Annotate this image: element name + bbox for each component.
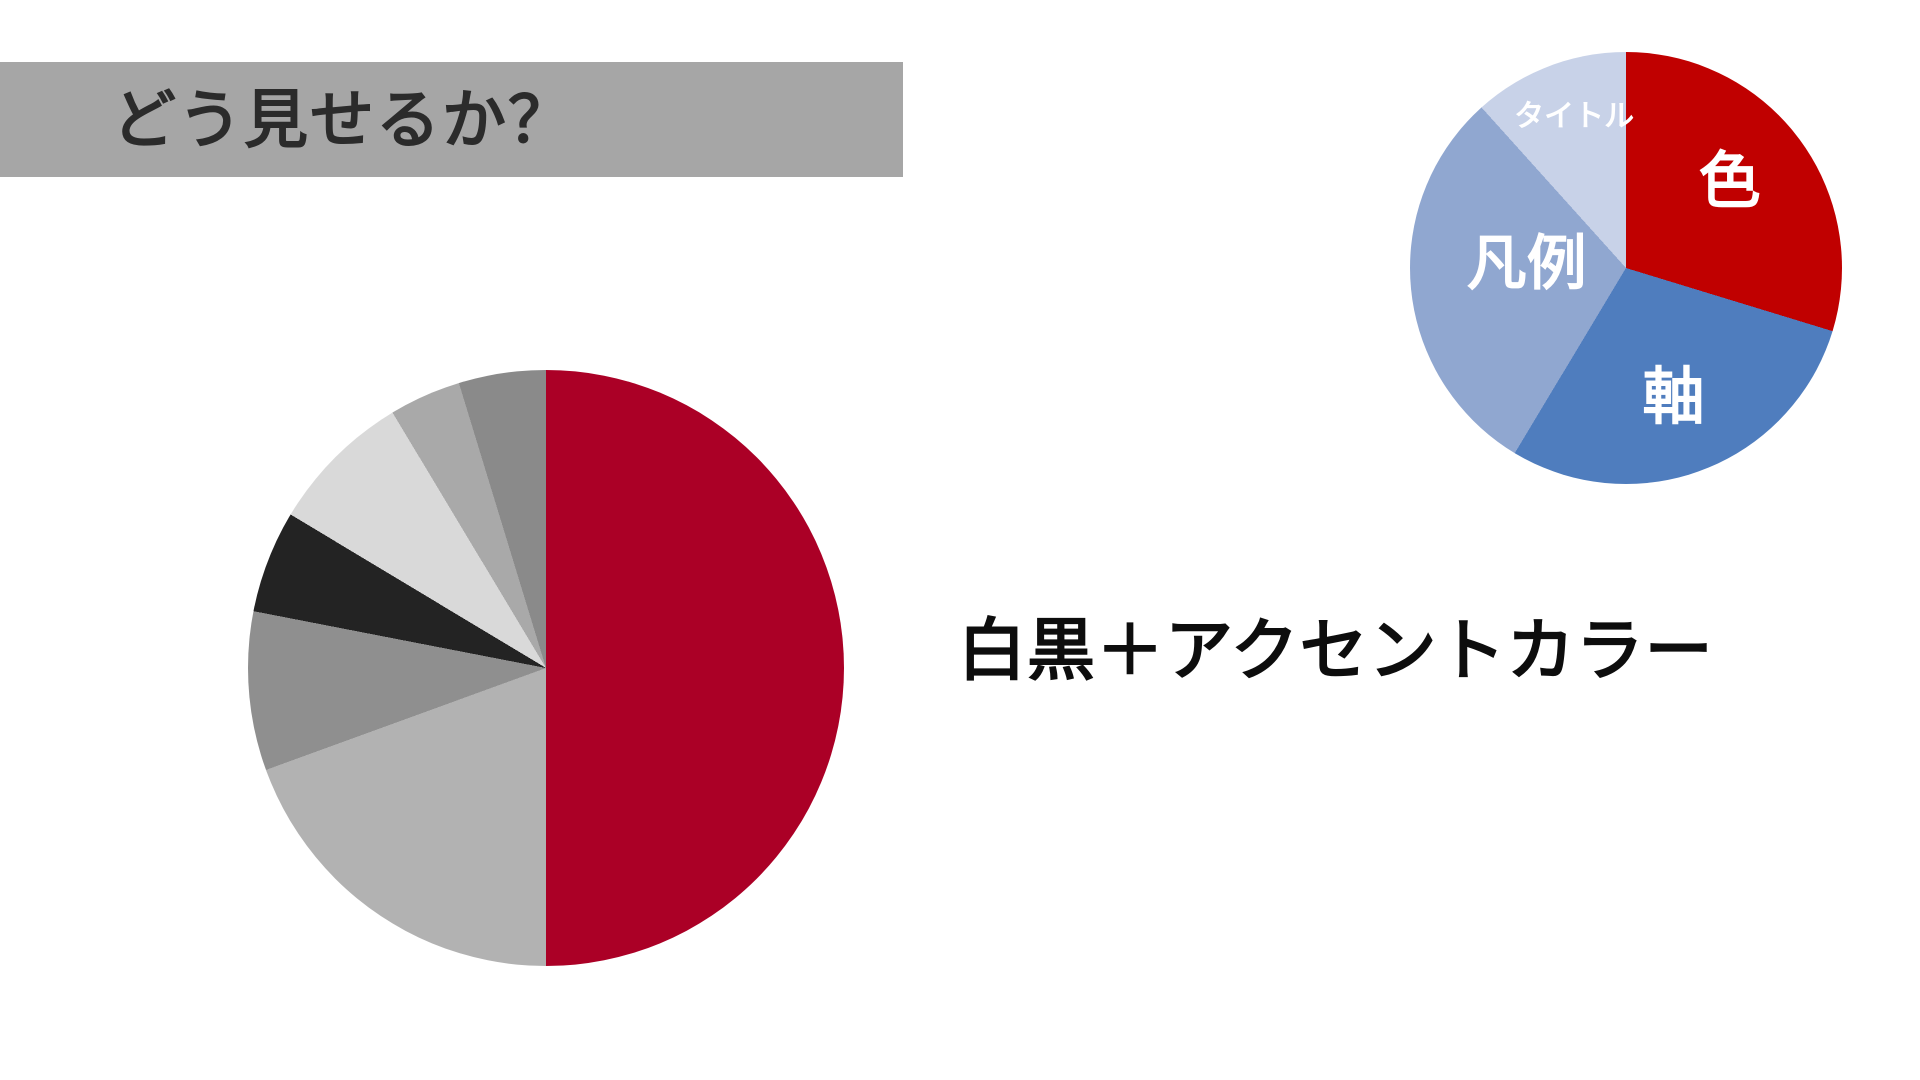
pie-slice-label: タイトル xyxy=(1514,99,1635,133)
pie-slice-label: 凡例 xyxy=(1466,229,1587,297)
main-pie-chart xyxy=(248,370,844,966)
title-bar: どう見せるか？ xyxy=(0,62,903,177)
mini-pie-chart: 色軸凡例 タイトル xyxy=(1410,52,1842,484)
pie-slice-label: 色 xyxy=(1698,146,1761,216)
page-title: どう見せるか？ xyxy=(112,83,574,156)
caption-text: 白黒＋アクセントカラー xyxy=(958,613,1714,689)
pie-slice-label: 軸 xyxy=(1642,362,1705,432)
